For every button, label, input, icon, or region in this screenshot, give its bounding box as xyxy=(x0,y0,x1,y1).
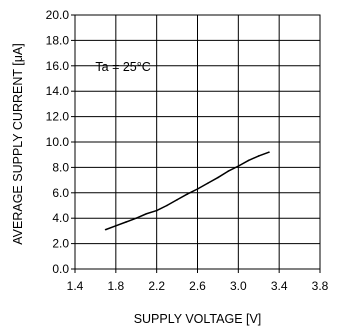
x-tick-label-4: 3.0 xyxy=(230,279,247,293)
x-axis-tick-labels: 1.4 1.8 2.2 2.6 3.0 3.4 3.8 xyxy=(67,279,329,293)
x-tick-label-6: 3.8 xyxy=(312,279,329,293)
data-point-0-9 xyxy=(196,188,199,190)
data-point-0-12 xyxy=(227,170,229,173)
y-tick-label-10: 20.0 xyxy=(46,8,70,22)
y-tick-label-0: 0.0 xyxy=(52,262,69,276)
y-tick-label-3: 6.0 xyxy=(52,186,69,200)
y-tick-label-9: 18.0 xyxy=(46,33,70,47)
gridlines xyxy=(75,15,320,269)
data-point-0-7 xyxy=(176,198,178,201)
y-axis-title: AVERAGE SUPPLY CURRENT [μA] xyxy=(11,43,25,244)
y-tick-label-8: 16.0 xyxy=(46,59,70,73)
y-axis-tick-labels: 0.0 2.0 4.0 6.0 8.0 10.0 12.0 14.0 16.0 18.0 20.0 xyxy=(46,8,70,276)
data-point-0-5 xyxy=(155,209,158,212)
data-point-0-6 xyxy=(166,204,168,207)
y-tick-label-2: 4.0 xyxy=(52,211,69,225)
data-point-0-2 xyxy=(125,221,127,223)
data-point-0-4 xyxy=(145,212,148,215)
data-point-0-8 xyxy=(186,193,189,195)
data-point-0-3 xyxy=(135,217,138,219)
data-point-0-0 xyxy=(104,228,107,231)
data-point-0-10 xyxy=(206,182,209,185)
data-point-0-14 xyxy=(247,159,250,162)
data-point-0-11 xyxy=(217,176,219,179)
data-point-0-15 xyxy=(257,155,260,157)
y-tick-label-1: 2.0 xyxy=(52,237,69,251)
x-tick-label-5: 3.4 xyxy=(271,279,288,293)
data-point-0-16 xyxy=(268,151,270,153)
x-tick-label-3: 2.6 xyxy=(189,279,206,293)
temperature-annotation: Ta = 25°C xyxy=(95,60,150,74)
x-tick-label-1: 1.8 xyxy=(107,279,124,293)
data-point-0-13 xyxy=(237,165,240,167)
x-axis-title: SUPPLY VOLTAGE [V] xyxy=(134,312,262,326)
data-point-0-1 xyxy=(115,225,117,227)
y-tick-label-7: 14.0 xyxy=(46,84,70,98)
y-tick-label-4: 8.0 xyxy=(52,160,69,174)
x-tick-label-2: 2.2 xyxy=(148,279,165,293)
x-tick-label-0: 1.4 xyxy=(67,279,84,293)
y-tick-label-5: 10.0 xyxy=(46,135,70,149)
y-tick-label-6: 12.0 xyxy=(46,110,70,124)
plot-area xyxy=(71,14,321,273)
